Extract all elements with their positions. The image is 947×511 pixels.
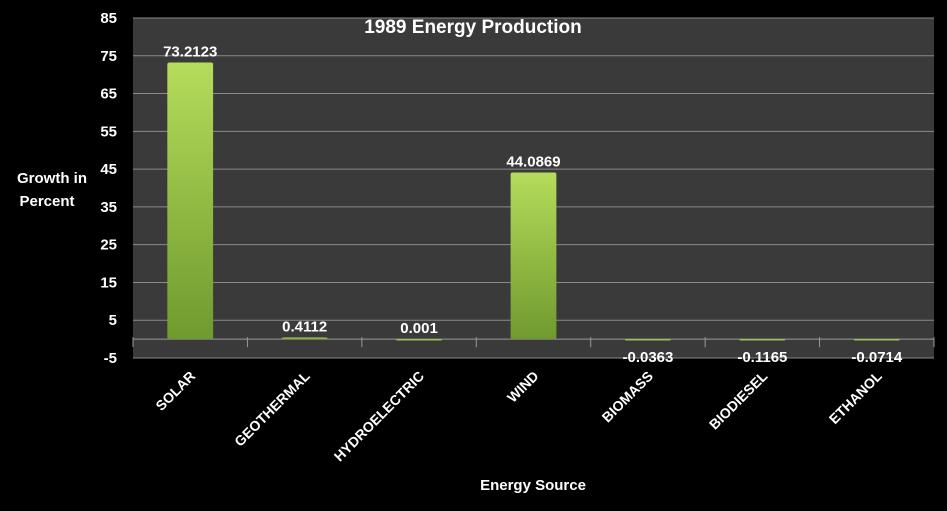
y-axis-title-line-1: Growth in [17,170,87,187]
y-tick-label: 15 [100,274,117,291]
x-tick-label: GEOTHERMAL [231,367,313,449]
chart-title: 1989 Energy Production [364,17,582,38]
bar-biodiesel [739,339,786,341]
y-tick-label: 75 [100,48,117,65]
x-tick-label: SOLAR [152,368,198,414]
x-tick-label: BIODIESEL [706,368,771,433]
y-tick-label: 55 [100,123,117,140]
bar-geothermal [281,337,328,340]
y-tick-label: 5 [109,312,117,329]
bar-biomass [625,339,671,341]
data-label: 73.2123 [163,44,217,61]
data-label: -0.0714 [851,349,903,366]
data-label: -0.1165 [737,349,787,366]
bar-solar [167,62,214,340]
data-label: 44.0869 [506,154,560,171]
x-tick-label: BIOMASS [599,368,657,426]
x-tick-label: HYDROELECTRIC [331,368,428,465]
y-tick-label: 35 [100,199,117,216]
x-tick-label: WIND [504,368,542,406]
y-tick-label: 65 [100,86,117,103]
y-tick-label: 25 [100,237,117,254]
y-tick-label: 85 [100,10,117,27]
x-tick-label: ETHANOL [826,367,885,426]
bar-ethanol [853,339,900,341]
data-label: 0.001 [400,320,438,337]
data-labels: 73.2123 0.4112 0.001 44.0869 -0.0363 -0.1165 -… [163,44,903,367]
y-axis-title-line-2: Percent [19,193,74,210]
data-label: -0.0363 [622,349,673,366]
y-tick-label: -5 [104,350,117,367]
data-label: 0.4112 [282,319,327,336]
y-tick-label: 45 [100,161,117,178]
y-axis-ticks: -5 5 15 25 35 45 55 65 75 85 [100,10,117,367]
x-axis-ticks: SOLAR GEOTHERMAL HYDROELECTRIC WIND BIOMASS B… [152,367,885,464]
x-axis-title: Energy Source [480,477,586,494]
bar-hydroelectric [396,339,442,341]
bar-wind [510,172,557,340]
bars [167,62,900,341]
